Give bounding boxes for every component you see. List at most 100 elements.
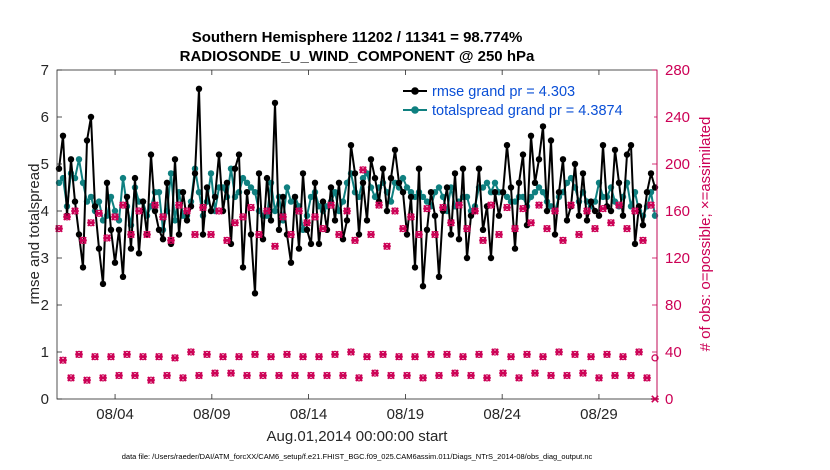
rmse-point (91, 203, 99, 210)
rmse-point (543, 207, 551, 215)
obs-assimilated-marker (631, 207, 639, 215)
rmse-point (263, 174, 271, 182)
obs-assimilated-marker (175, 201, 183, 209)
right-y-tick-label: 120 (665, 250, 690, 267)
rmse-point (551, 231, 559, 238)
rmse-point (231, 165, 239, 172)
right-y-tick-label: 160 (665, 203, 690, 220)
totalspread-point (251, 189, 259, 196)
rmse-point (79, 264, 87, 271)
totalspread-point (283, 184, 291, 191)
obs-assimilated-marker (263, 207, 271, 215)
rmse-point (459, 165, 467, 172)
obs-assimilated-marker (71, 207, 79, 215)
obs-assimilated-marker (443, 350, 451, 359)
obs-assimilated-marker (523, 350, 531, 359)
obs-assimilated-marker (403, 371, 411, 380)
obs-assimilated-marker (511, 224, 519, 233)
obs-assimilated-marker (439, 203, 447, 212)
obs-assimilated-marker (287, 230, 295, 239)
rmse-point (615, 179, 623, 186)
obs-assimilated-marker (491, 348, 499, 356)
obs-assimilated-marker (331, 350, 339, 359)
rmse-point (575, 212, 583, 219)
rmse-point (107, 226, 115, 233)
totalspread-point (271, 207, 279, 215)
rmse-point (387, 174, 395, 182)
rmse-point (295, 245, 303, 252)
obs-assimilated-marker (603, 350, 611, 359)
obs-assimilated-marker (527, 218, 535, 227)
obs-assimilated-marker (87, 218, 95, 227)
right-y-tick-label: 80 (665, 297, 682, 314)
left-y-tick-label: 6 (41, 109, 49, 126)
right-y-tick-label: 200 (665, 156, 690, 173)
obs-assimilated-marker (231, 218, 239, 227)
rmse-point (267, 217, 275, 224)
rmse-point (443, 184, 451, 191)
obs-assimilated-marker (343, 207, 351, 215)
rmse-point (327, 184, 335, 191)
obs-assimilated-marker (567, 201, 575, 209)
obs-assimilated-marker (123, 350, 131, 359)
rmse-point (75, 231, 83, 238)
obs-assimilated-marker (115, 371, 123, 380)
rmse-point (423, 226, 431, 233)
right-y-tick-label: 240 (665, 109, 690, 126)
rmse-point (487, 254, 495, 262)
left-y-tick-label: 1 (41, 344, 49, 361)
totalspread-point (207, 170, 215, 177)
rmse-point (499, 189, 507, 196)
obs-assimilated-marker (143, 230, 151, 239)
rmse-point (343, 217, 351, 224)
legend-spread-label: totalspread grand pr = 4.3874 (432, 103, 623, 119)
rmse-point (351, 170, 359, 177)
rmse-point (399, 189, 407, 196)
rmse-point (59, 132, 67, 139)
totalspread-point (527, 193, 535, 201)
rmse-point (111, 259, 119, 266)
rmse-point (539, 123, 547, 130)
obs-assimilated-marker (91, 352, 99, 361)
rmse-point (531, 179, 539, 186)
obs-assimilated-marker (203, 350, 211, 359)
rmse-point (311, 179, 319, 186)
obs-assimilated-marker (259, 371, 267, 380)
obs-assimilated-marker (311, 213, 319, 221)
obs-assimilated-marker (239, 213, 247, 221)
rmse-series (55, 85, 659, 297)
obs-assimilated-marker (315, 352, 323, 361)
obs-assimilated-marker (163, 371, 171, 380)
totalspread-point (75, 156, 83, 163)
obs-assimilated-marker (423, 204, 431, 213)
rmse-point (491, 189, 499, 196)
obs-assimilated-marker (359, 166, 367, 174)
rmse-point (379, 165, 387, 172)
obs-assimilated-marker (307, 371, 315, 380)
obs-assimilated-marker (571, 350, 579, 359)
obs-assimilated-marker (575, 230, 583, 239)
obs-assimilated-marker (619, 352, 627, 361)
obs-assimilated-marker (155, 352, 163, 361)
rmse-point (507, 184, 515, 191)
obs-assimilated-marker (179, 374, 187, 382)
obs-assimilated-marker (427, 350, 435, 359)
rmse-point (239, 264, 247, 271)
obs-assimilated-marker (623, 224, 631, 233)
rmse-point (319, 198, 327, 205)
obs-assimilated-marker (135, 207, 143, 215)
obs-assimilated-marker (415, 230, 423, 239)
rmse-point (103, 179, 111, 186)
totalspread-point (483, 179, 491, 186)
rmse-point (255, 170, 263, 177)
obs-assimilated-marker (383, 242, 391, 251)
obs-assimilated-marker (99, 374, 107, 382)
totalspread-point (539, 189, 547, 196)
obs-assimilated-marker (539, 352, 547, 361)
rmse-point (307, 240, 315, 248)
rmse-point (223, 179, 231, 186)
totalspread-point (195, 189, 203, 196)
obs-assimilated-marker (303, 218, 311, 227)
obs-assimilated-marker (379, 350, 387, 359)
